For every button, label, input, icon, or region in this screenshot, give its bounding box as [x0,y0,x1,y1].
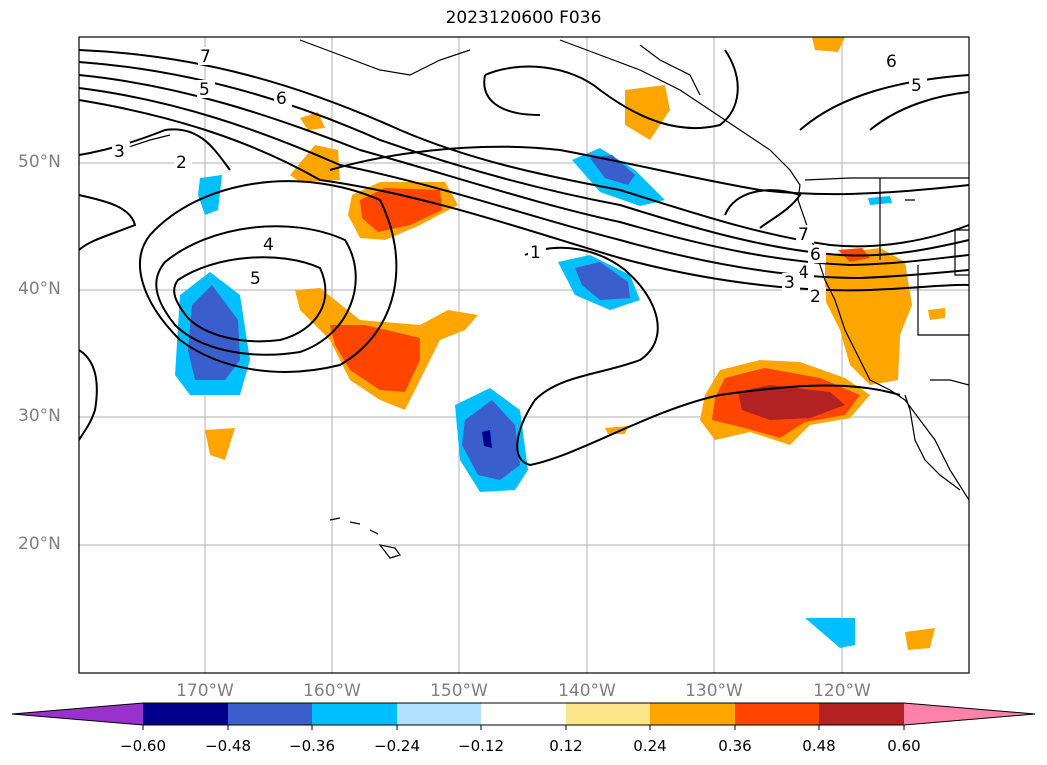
longitude-label: 140°W [558,681,616,701]
shaded-anomalies [175,37,945,650]
contour-label: 4 [263,235,274,255]
colorbar-tick-label: 0.60 [887,737,921,755]
longitude-label: 170°W [176,681,234,701]
contour-label: 6 [886,52,897,72]
longitude-label: 130°W [685,681,743,701]
gridlines [79,37,969,673]
colorbar-tick-label: 0.24 [633,737,667,755]
latitude-label: 50°N [18,152,61,172]
colorbar-tick-label: 0.12 [549,737,583,755]
longitude-label: 160°W [303,681,361,701]
colorbar-segment [228,703,312,725]
contour-label: 6 [810,245,821,265]
contour-label: 3 [784,273,795,293]
plot-frame [78,36,970,674]
contour-label: 1 [530,243,541,263]
contour-label: 6 [276,89,287,109]
contour-label-group: 7 5 6 3 2 4 5 1 6 5 7 6 4 3 2 [112,47,927,307]
colorbar-segment [397,703,481,725]
latitude-label: 30°N [18,406,61,426]
longitude-label: 150°W [430,681,488,701]
colorbar-segment [143,703,228,725]
colorbar-segment [12,703,143,725]
negative-anomaly-southeast [805,618,855,648]
map-title: 2023120600 F036 [445,8,602,28]
contour-lines [78,49,970,467]
contour-label: 5 [250,269,261,289]
longitude-label: 120°W [813,681,871,701]
latitude-label: 40°N [18,279,61,299]
latitude-label: 20°N [18,534,61,554]
contour-label: 5 [911,76,922,96]
colorbar-tick-label: −0.24 [374,737,420,755]
colorbar-segment [819,703,904,725]
colorbar-segment [904,703,1035,725]
positive-anomaly-alaska [625,85,670,140]
colorbar-segment [566,703,650,725]
colorbar-segment [481,703,566,725]
contour-label: 2 [176,153,187,173]
colorbar-segment [650,703,735,725]
contour-label: 4 [798,263,809,283]
colorbar-tick-label: −0.60 [120,737,166,755]
positive-anomaly-coast [825,248,912,385]
colorbar-tick-label: 0.48 [802,737,836,755]
contour-label: 2 [810,287,821,307]
contour-label: 7 [200,47,211,67]
colorbar-tick-label: −0.48 [205,737,251,755]
contour-label: 3 [114,142,125,162]
colorbar-tick-label: −0.12 [458,737,504,755]
contour-label: 7 [798,225,809,245]
colorbar-tick-label: 0.36 [718,737,752,755]
colorbar-tick-label: −0.36 [289,737,335,755]
colorbar-segment [312,703,397,725]
colorbar [11,702,1036,730]
contour-label: 5 [199,80,210,100]
colorbar-segment [735,703,819,725]
